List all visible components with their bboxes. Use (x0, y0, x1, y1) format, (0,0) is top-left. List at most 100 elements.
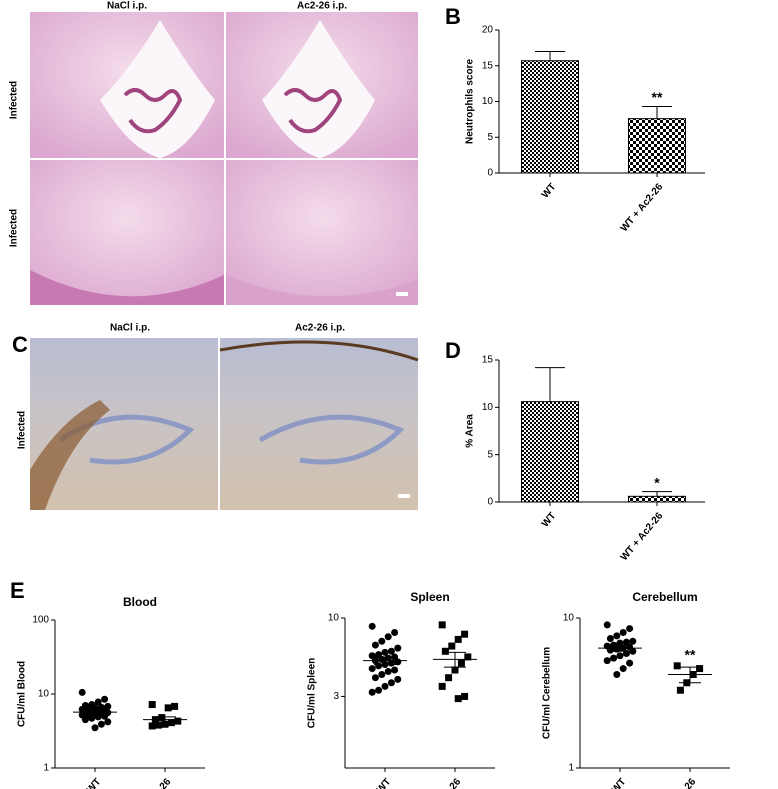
x-tick-label: WT + Ac2-26 (619, 181, 666, 234)
point (81, 716, 89, 724)
point (378, 671, 386, 679)
point (148, 701, 156, 709)
image (30, 160, 224, 305)
point (378, 655, 386, 663)
point (619, 665, 627, 673)
point (464, 653, 472, 661)
ventricle (100, 20, 215, 158)
point (375, 686, 383, 694)
point (368, 665, 376, 673)
chart-title: Blood (123, 595, 157, 609)
scale-bar (398, 494, 410, 498)
point (454, 635, 462, 643)
y-tick-label: 10 (328, 613, 340, 624)
image (226, 160, 418, 305)
x-tick-label: WT (610, 777, 628, 789)
point (676, 686, 684, 694)
y-tick-label: 1 (43, 763, 49, 774)
y-axis-label: CFU/ml Cerebellum (542, 647, 553, 739)
y-tick-label: 0 (487, 497, 493, 508)
point (91, 724, 99, 732)
bar (521, 60, 579, 174)
x-tick-label: WT + Ac2-26 (619, 510, 666, 563)
significance: ** (685, 647, 696, 663)
bar (628, 118, 686, 174)
scale-bar (396, 292, 408, 296)
point (174, 717, 182, 725)
point (97, 720, 105, 728)
point (164, 704, 172, 712)
point (371, 674, 379, 682)
y-tick-label: 15 (482, 355, 494, 366)
point (104, 718, 112, 726)
histology-c: C NaCl i.p. Ac2-26 i.p. Infected (12, 323, 419, 510)
point (394, 644, 402, 652)
column-label: NaCl i.p. (107, 1, 147, 12)
bar (628, 495, 686, 503)
column-label: Ac2-26 i.p. (297, 1, 347, 12)
y-tick-label: 10 (38, 689, 50, 700)
x-tick-label: +Ac2-26 (665, 776, 699, 789)
x-tick-label: +Ac2-26 (430, 776, 464, 789)
chart-title: Spleen (410, 590, 449, 604)
point (148, 722, 156, 730)
point (454, 695, 462, 703)
x-tick-label: WT (85, 777, 103, 789)
x-tick-label: +Ac2-26 (140, 776, 174, 789)
plexus (283, 88, 343, 134)
column-label: Ac2-26 i.p. (295, 323, 345, 334)
point (619, 629, 627, 637)
stain (219, 340, 419, 362)
point (368, 622, 376, 630)
point (448, 642, 456, 650)
y-axis-label: CFU/ml Blood (17, 661, 28, 727)
point (371, 641, 379, 649)
stain (30, 400, 110, 510)
point (457, 659, 465, 667)
point (88, 714, 96, 722)
point (391, 629, 399, 637)
point (384, 667, 392, 675)
histology-a: NaCl i.p. Ac2-26 i.p. Infected Infected (9, 1, 418, 305)
significance: * (654, 474, 660, 490)
point (381, 682, 389, 690)
panel-letter: B (445, 4, 461, 29)
plexus (123, 88, 183, 134)
column-label: NaCl i.p. (110, 323, 150, 334)
chart-title: Cerebellum (632, 590, 697, 604)
row-label: Infected (17, 411, 28, 449)
image (30, 338, 218, 510)
point (441, 647, 449, 655)
point (603, 621, 611, 629)
y-tick-label: 10 (482, 96, 494, 107)
point (629, 637, 637, 645)
point (629, 647, 637, 655)
y-tick-label: 0 (487, 168, 493, 179)
y-tick-label: 20 (482, 25, 494, 36)
point (384, 654, 392, 662)
significance: ** (652, 89, 663, 105)
point (94, 698, 102, 706)
point (626, 659, 634, 667)
y-tick-label: 10 (563, 613, 575, 624)
point (78, 688, 86, 696)
y-tick-label: 3 (333, 691, 339, 702)
y-tick-label: 5 (487, 132, 493, 143)
point (613, 671, 621, 679)
point (461, 630, 469, 638)
point (696, 665, 704, 673)
panel-letter: E (10, 578, 25, 603)
point (384, 633, 392, 641)
y-tick-label: 1 (568, 763, 574, 774)
point (391, 666, 399, 674)
point (603, 657, 611, 665)
panel-letter: C (12, 332, 28, 357)
meninges (30, 270, 224, 305)
x-tick-label: WT (375, 777, 393, 789)
point (394, 675, 402, 683)
x-tick-label: WT (540, 511, 558, 530)
point (94, 713, 102, 721)
point (610, 654, 618, 662)
